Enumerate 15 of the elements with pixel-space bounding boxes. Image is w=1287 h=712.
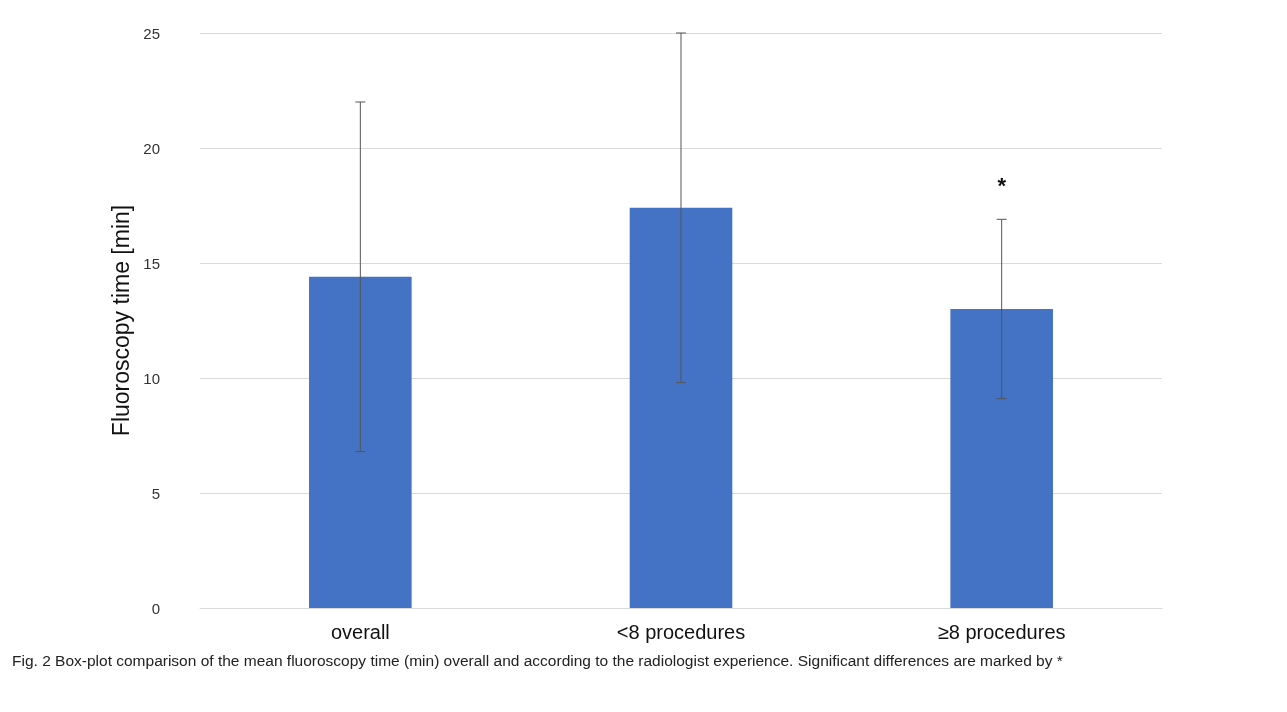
y-tick-label: 10	[143, 369, 160, 387]
y-tick-label: 20	[143, 139, 160, 157]
x-tick-label: <8 procedures	[616, 621, 746, 643]
bar	[629, 207, 733, 608]
x-tick-label: overall	[330, 621, 390, 643]
annotation: *	[997, 172, 1007, 198]
y-tick-label: 25	[143, 24, 160, 42]
y-tick-label: 5	[151, 484, 160, 502]
y-tick-label: 15	[143, 254, 160, 272]
y-axis-title: Fluoroscopy time [min]	[107, 204, 134, 437]
x-tick-label: ≥8 procedures	[937, 621, 1066, 643]
y-tick-label: 0	[151, 599, 160, 617]
bar	[309, 276, 412, 608]
bar	[950, 309, 1053, 608]
caption: Fig. 2 Box-plot comparison of the mean fluoroscopy time (min) overall and according to the radiologist experience. Significant differences are marked by *	[11, 651, 1064, 671]
